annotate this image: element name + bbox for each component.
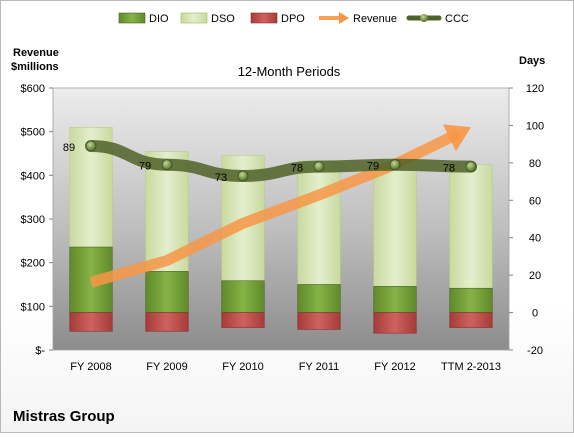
bar-dio (297, 284, 341, 313)
legend-item-dpo: DPO (250, 12, 305, 25)
legend-swatch-dpo (250, 12, 278, 24)
ccc-point (313, 161, 325, 173)
bar-dpo (145, 312, 189, 332)
left-axis-tick-label: $300 (21, 214, 45, 226)
ccc-data-label: 73 (215, 172, 227, 184)
ccc-data-label: 78 (291, 163, 303, 175)
category-label: FY 2012 (374, 361, 415, 373)
right-axis-tick-label: 100 (526, 120, 544, 132)
bar-dio (221, 280, 265, 313)
right-axis-tick-label: 20 (529, 270, 541, 282)
right-axis-title: Days (519, 55, 545, 67)
revenue-arrowhead (442, 124, 471, 152)
ccc-point (465, 161, 477, 173)
bar-dpo (221, 312, 265, 328)
legend-label-ccc: CCC (445, 13, 469, 25)
bar-dso (297, 160, 341, 285)
ccc-point (237, 170, 249, 182)
right-axis-tick-label: 80 (529, 158, 541, 170)
legend-item-dio: DIO (118, 12, 169, 25)
bar-dpo (69, 312, 113, 332)
ccc-data-label: 79 (139, 161, 151, 173)
legend-item-revenue: Revenue (319, 12, 397, 25)
category-label: FY 2011 (299, 361, 340, 373)
left-axis-tick-label: $500 (21, 127, 45, 139)
legend-swatch-dso (180, 12, 208, 24)
chart-title: 12-Month Periods (238, 64, 341, 79)
left-axis-tick-label: $100 (21, 301, 45, 313)
legend: DIO DSO DPO Revenue CCC (118, 12, 469, 25)
legend-item-ccc: CCC (406, 13, 469, 25)
left-axis-title-line1: Revenue (13, 47, 59, 59)
bar-dpo (297, 312, 341, 330)
bar-dso (449, 164, 493, 289)
right-axis-tick-label: 0 (532, 308, 538, 320)
category-label: TTM 2-2013 (441, 361, 501, 373)
category-label: FY 2010 (222, 361, 263, 373)
ccc-point (85, 140, 97, 152)
right-axis: -20 0 20 40 60 80 100 120 (509, 83, 544, 357)
legend-item-dso: DSO (180, 12, 235, 25)
left-axis-tick-label: $400 (21, 170, 45, 182)
bar-dpo (373, 312, 417, 334)
legend-swatch-dio (118, 12, 146, 24)
legend-label-revenue: Revenue (353, 13, 397, 25)
left-axis-tick-label: $- (35, 345, 45, 357)
bar-dio (145, 271, 189, 313)
ccc-point (161, 159, 173, 171)
legend-label-dio: DIO (149, 13, 169, 25)
category-label: FY 2008 (70, 361, 111, 373)
left-axis-title-line2: $millions (11, 61, 59, 73)
company-name: Mistras Group (13, 408, 115, 425)
bar-dpo (449, 312, 493, 328)
left-axis-tick-label: $600 (21, 83, 45, 95)
bar-dio (373, 286, 417, 313)
legend-label-dso: DSO (211, 13, 235, 25)
ccc-data-label: 79 (367, 161, 379, 173)
category-axis: FY 2008 FY 2009 FY 2010 FY 2011 FY 2012 TTM 2… (70, 361, 501, 373)
ccc-data-label: 78 (443, 163, 455, 175)
bar-dso (373, 158, 417, 287)
bar-dio (449, 287, 493, 313)
ccc-data-label: 89 (63, 142, 75, 154)
legend-dot-ccc (420, 14, 428, 22)
left-axis-tick-label: $200 (21, 258, 45, 270)
right-axis-tick-label: 40 (529, 233, 541, 245)
ccc-point (389, 159, 401, 171)
plot-area (52, 87, 510, 351)
right-axis-tick-label: 120 (526, 83, 544, 95)
right-axis-tick-label: -20 (527, 345, 543, 357)
legend-arrowhead-revenue (339, 12, 349, 24)
ccc-series: 89 79 73 78 79 78 (63, 140, 477, 184)
legend-label-dpo: DPO (281, 13, 305, 25)
right-axis-tick-label: 60 (529, 195, 541, 207)
category-label: FY 2009 (146, 361, 187, 373)
left-axis: $- $100 $200 $300 $400 $500 $600 (21, 83, 53, 357)
